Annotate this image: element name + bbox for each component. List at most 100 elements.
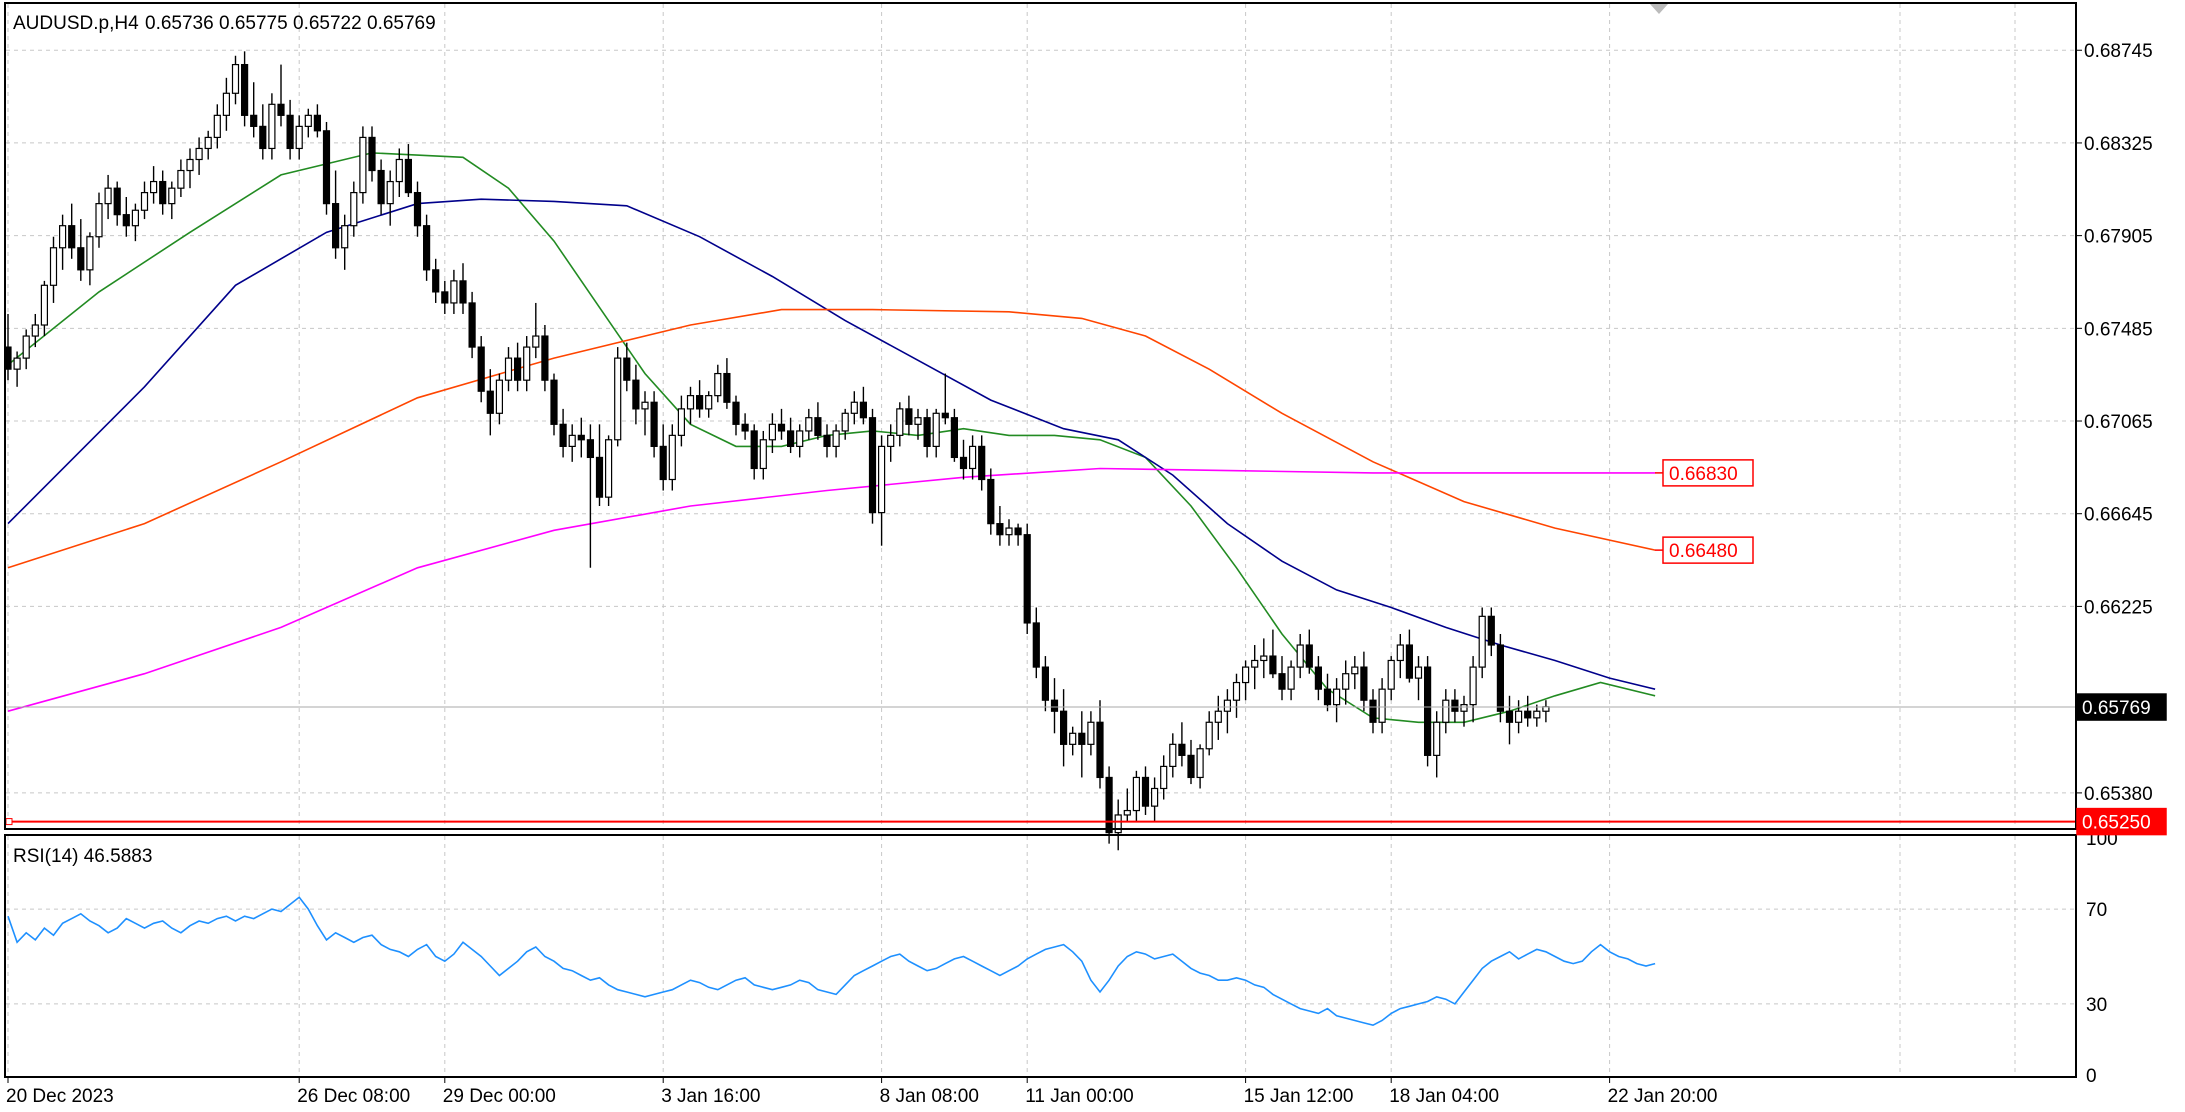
candle [850,391,858,425]
candle [404,144,412,198]
candle-body [341,225,349,249]
candle-body [1278,673,1286,690]
candle [1524,695,1532,727]
candle [122,197,130,237]
candle-body [432,269,440,293]
candle [104,174,112,220]
candle-body [1050,699,1059,712]
candle [1251,645,1259,690]
candle [1232,673,1241,718]
candle-body [1196,748,1204,779]
candle-body [641,401,649,410]
candle-body [1469,666,1477,706]
current-price-tag-box [2076,693,2167,721]
candle [577,417,585,458]
candle [1514,700,1523,734]
candle [31,313,39,348]
support-price-tag-box [2076,807,2167,836]
candle [768,413,777,454]
candle-body [404,158,412,194]
candle [295,115,303,160]
candle [441,280,449,314]
candle [241,51,249,127]
candle [1078,711,1086,778]
candle [1405,629,1414,683]
candle [1396,633,1404,679]
candle-body [459,280,467,304]
candle-body [923,417,931,447]
candle-body [1114,814,1122,834]
candle [423,214,431,281]
candle-body [877,445,886,514]
candle [268,93,276,160]
candle [1433,711,1441,778]
candle-body [1460,704,1468,712]
candle-body [313,114,321,132]
candle-body [1496,644,1505,712]
candle [604,435,613,506]
candle [1032,607,1040,679]
candle [350,181,358,237]
candle [777,408,786,440]
candle-body [532,335,540,348]
candle [905,395,913,436]
candle [1278,656,1286,701]
candle [1460,695,1468,727]
candle [841,408,849,440]
candle-body [113,187,121,216]
candle-body [768,423,777,441]
candle-body [1505,710,1514,723]
candle-body [805,417,813,432]
candle-body [1287,666,1295,690]
candles[interactable] [4,51,1550,851]
candle-body [468,302,476,348]
candle [1287,660,1295,701]
current-price-tag-text: 0.65769 [2082,698,2151,719]
scroll-marker-icon[interactable] [1650,4,1668,14]
candle [1442,689,1450,734]
time-tick-label: 3 Jan 16:00 [661,1086,760,1107]
candle [386,170,394,226]
candle-body [1160,765,1168,790]
candle-body [932,412,940,447]
candle-body [477,346,485,392]
candle [978,435,986,491]
rsi-label: RSI(14) 46.5883 [13,846,152,867]
candle-body [814,417,822,436]
candle [177,159,185,198]
candle [1132,770,1141,822]
candle-body [914,417,922,425]
candle [486,369,494,436]
candle-body [286,114,294,150]
rsi-tick-label: 30 [2086,995,2107,1016]
candle-body [1405,644,1414,679]
candle-body [741,423,749,432]
candle-body [495,379,503,414]
candle [1269,629,1277,679]
candle-body [159,180,167,205]
candle-body [13,357,21,370]
candle [632,364,640,425]
candle-body [322,130,331,205]
candle [68,203,76,259]
ma-price-tag: 0.66830 [1655,459,1754,487]
candle [1260,638,1268,679]
candle [1332,678,1341,723]
candle [159,170,167,215]
candle [823,424,831,458]
candle-body [868,417,877,514]
candle [432,258,440,303]
current-price-tag: 0.65769 [2076,693,2167,721]
candle-body [1005,527,1013,536]
candle [541,325,549,392]
rsi-grid [6,836,2075,1076]
candle-body [732,401,740,425]
candle [277,64,285,127]
candle-body [1251,659,1259,668]
candle-body [523,346,531,381]
candle-body [1032,622,1040,668]
candle [1214,695,1222,740]
candle-body [1241,666,1250,684]
